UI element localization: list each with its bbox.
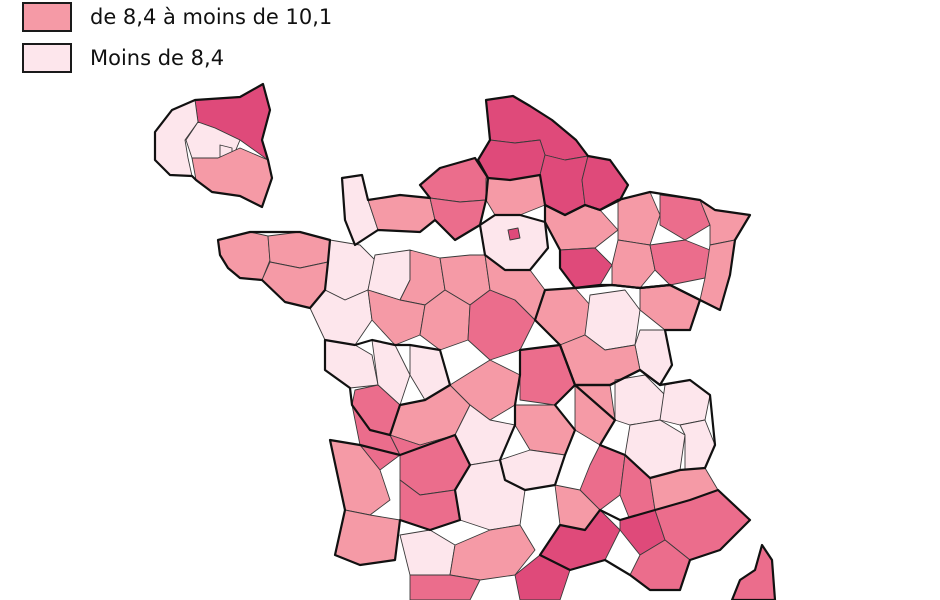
france-departments bbox=[216, 94, 777, 600]
legend-swatch-light bbox=[22, 2, 72, 32]
idf-inset bbox=[153, 82, 274, 209]
department-region bbox=[507, 227, 521, 241]
department-region bbox=[617, 191, 661, 246]
department-region bbox=[324, 339, 379, 389]
legend-item-mid-class: de 8,4 à moins de 10,1 bbox=[22, 0, 332, 34]
department-region bbox=[514, 554, 571, 600]
legend-label-mid-class: de 8,4 à moins de 10,1 bbox=[90, 5, 333, 29]
department-region bbox=[477, 139, 546, 181]
department-region bbox=[399, 529, 456, 576]
department-region bbox=[649, 239, 711, 286]
department-region bbox=[429, 197, 487, 241]
department-region bbox=[334, 509, 401, 566]
department-region bbox=[659, 379, 711, 426]
department-region bbox=[409, 574, 481, 600]
legend-item-low-class: Moins de 8,4 bbox=[22, 41, 224, 75]
legend-swatch-pale bbox=[22, 43, 72, 73]
department-region bbox=[217, 231, 271, 281]
department-region bbox=[485, 174, 546, 216]
department-region bbox=[639, 284, 701, 331]
department-region bbox=[679, 419, 716, 471]
department-region bbox=[611, 239, 656, 289]
legend-label-low-class: Moins de 8,4 bbox=[90, 46, 225, 70]
department-region bbox=[559, 247, 613, 289]
department-region bbox=[367, 194, 436, 233]
department-region bbox=[514, 404, 576, 456]
